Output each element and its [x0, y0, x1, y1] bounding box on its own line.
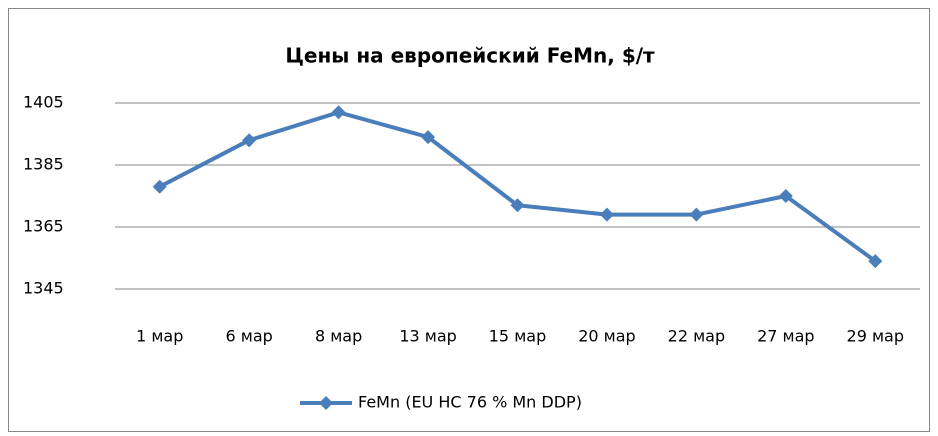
y-tick-label: 1385 [23, 155, 64, 174]
marker [331, 105, 346, 120]
chart-border [8, 8, 930, 432]
y-tick-label: 1345 [23, 279, 64, 298]
chart-title: Цены на европейский FeMn, $/т [285, 44, 655, 68]
x-tick-label: 15 мар [489, 327, 546, 346]
legend-marker [319, 396, 333, 410]
y-tick-label: 1365 [23, 217, 64, 236]
marker [868, 254, 883, 269]
marker [510, 198, 525, 213]
marker [689, 207, 704, 222]
x-tick-label: 1 мар [136, 327, 183, 346]
x-tick-label: 20 мар [578, 327, 635, 346]
marker [421, 130, 436, 145]
x-tick-label: 29 мар [847, 327, 904, 346]
x-tick-label: 22 мар [668, 327, 725, 346]
y-tick-label: 1405 [23, 93, 64, 112]
marker [152, 179, 167, 194]
x-tick-label: 13 мар [399, 327, 456, 346]
marker [242, 133, 257, 148]
x-tick-label: 8 мар [315, 327, 362, 346]
marker [778, 189, 793, 203]
x-tick-label: 27 мар [757, 327, 814, 346]
marker [599, 207, 614, 222]
legend-label: FeMn (EU HC 76 % Mn DDP) [358, 393, 582, 412]
x-tick-label: 6 мар [226, 327, 273, 346]
